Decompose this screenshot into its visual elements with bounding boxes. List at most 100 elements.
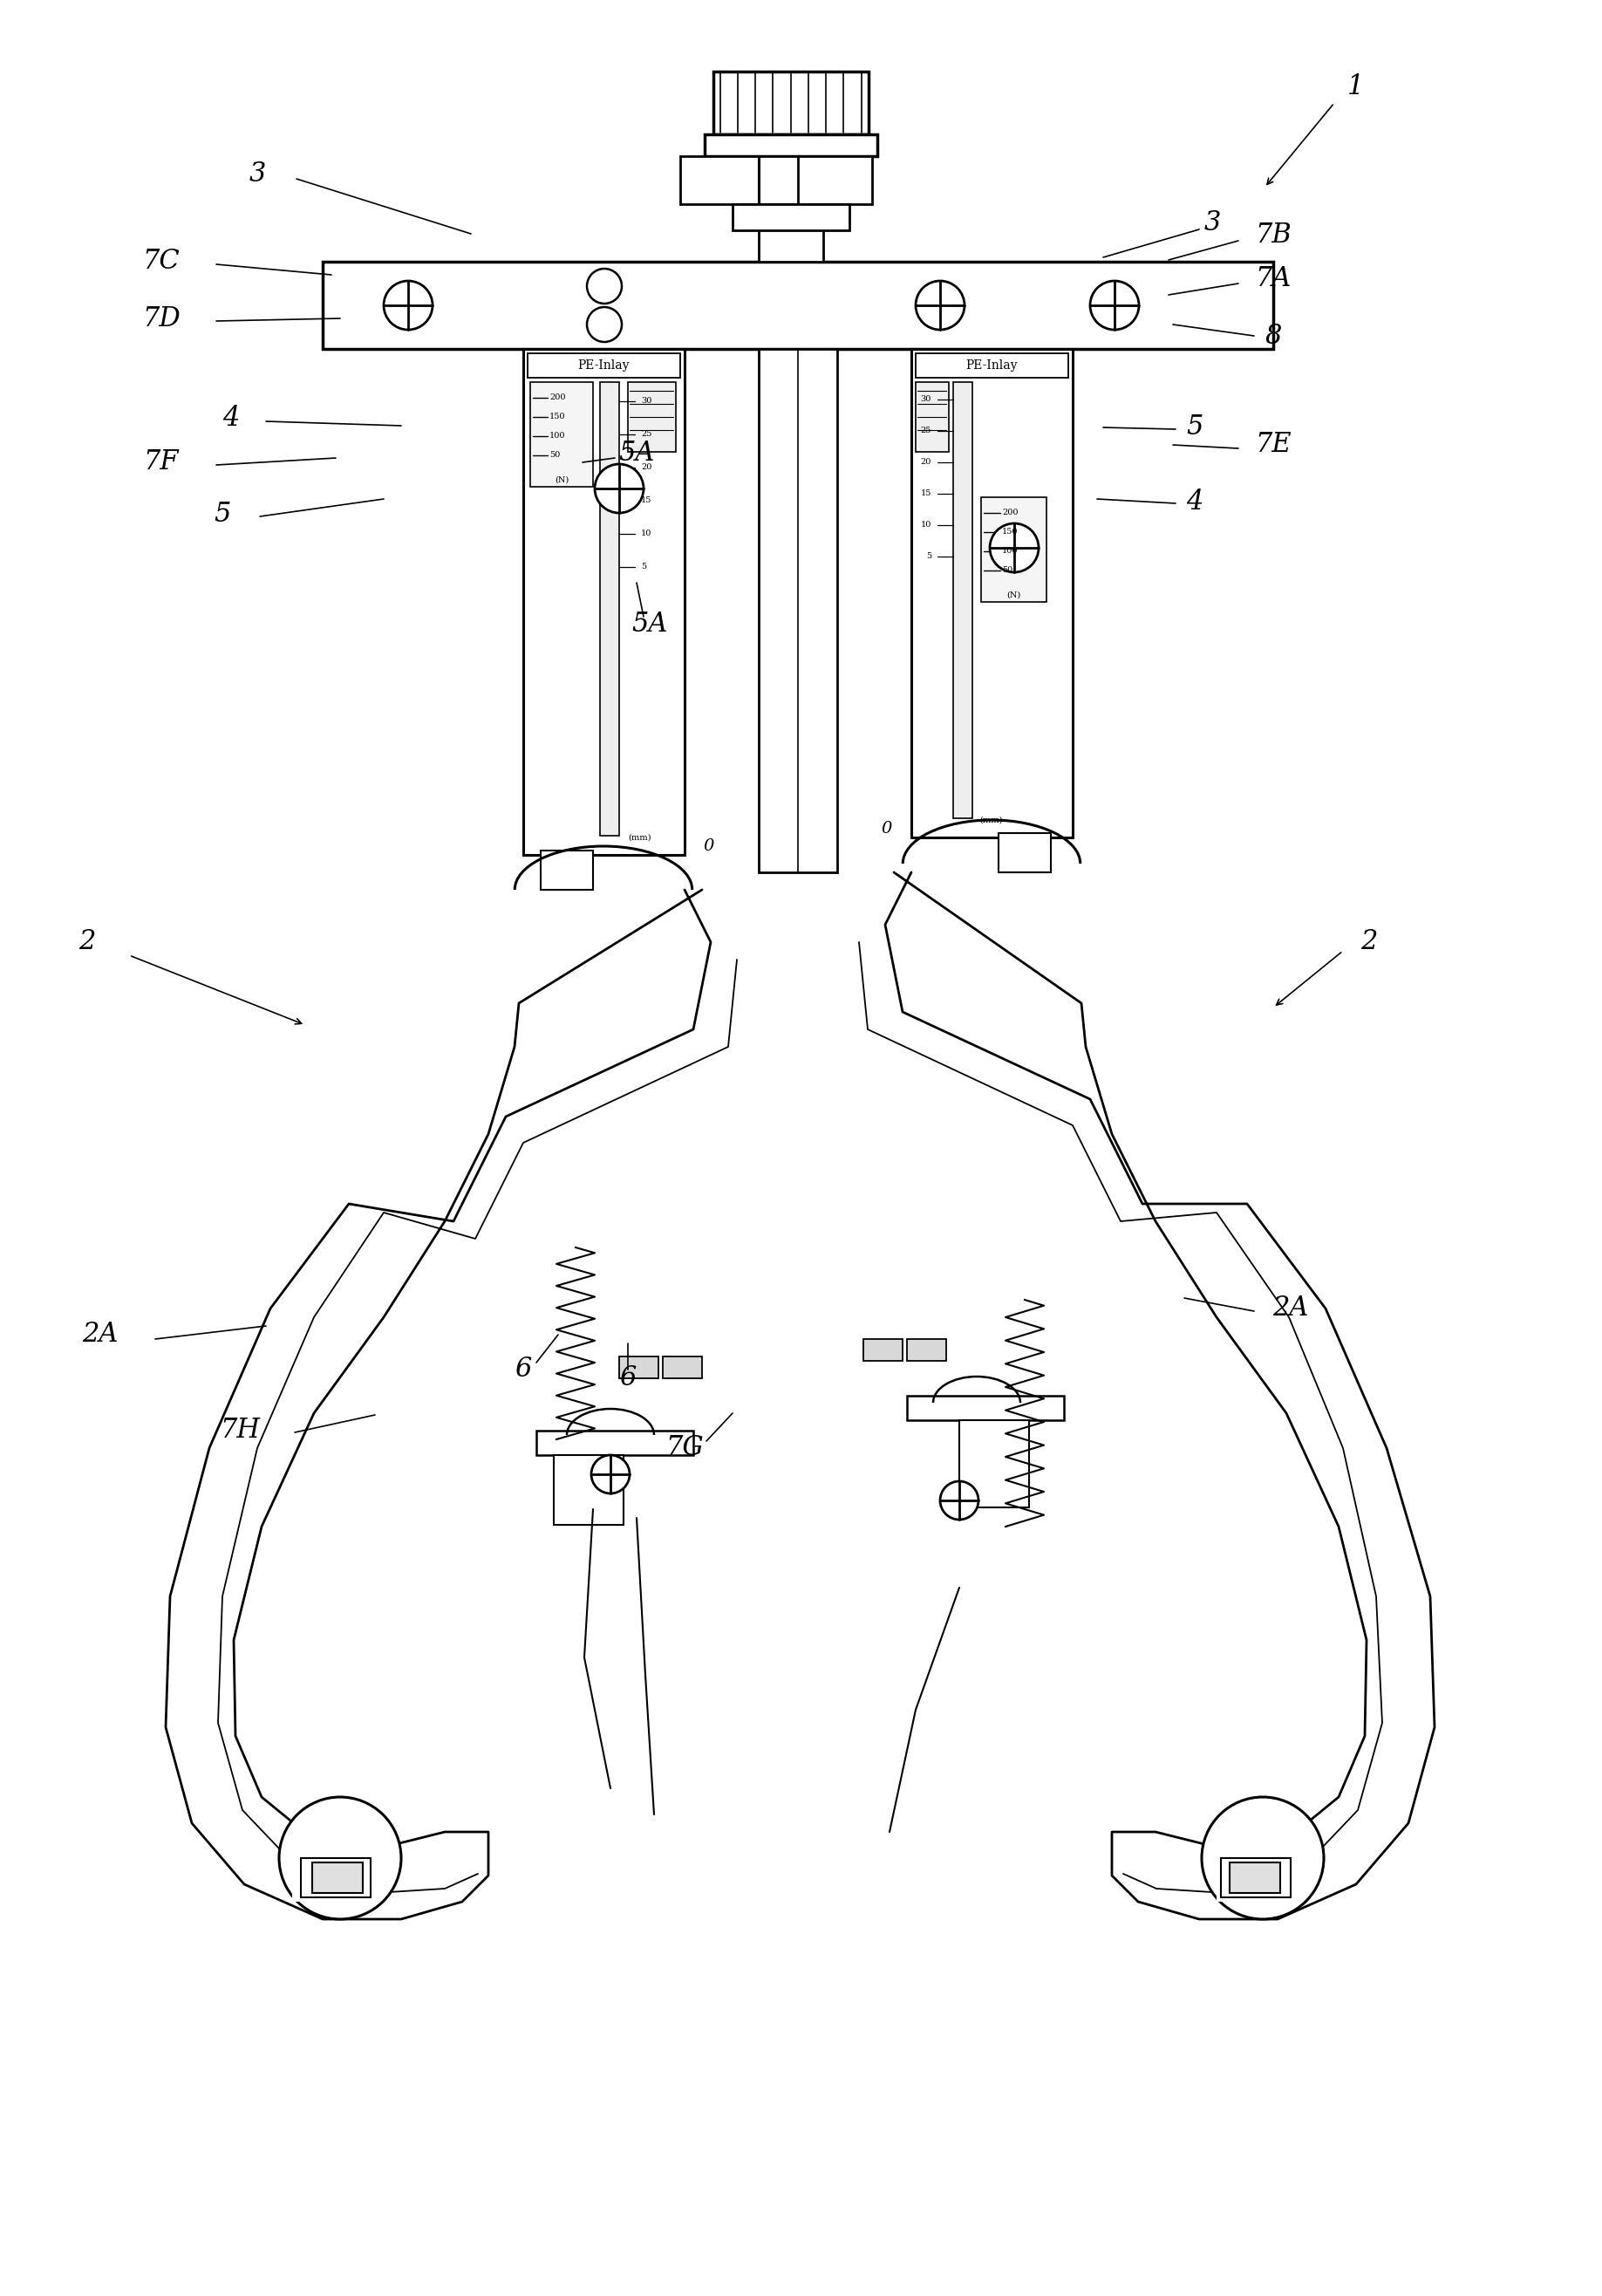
Bar: [537, 1430, 694, 1456]
Circle shape: [591, 1456, 630, 1492]
Bar: [322, 262, 1274, 349]
Circle shape: [940, 1481, 979, 1520]
Text: 5: 5: [215, 501, 231, 528]
Text: 2A: 2A: [82, 1320, 119, 1348]
Text: 10: 10: [641, 530, 652, 537]
Text: 7H: 7H: [219, 1417, 260, 1444]
Bar: [628, 381, 676, 452]
Text: 3: 3: [1203, 209, 1221, 236]
Text: 50: 50: [1001, 567, 1012, 574]
Bar: [916, 354, 1069, 379]
Bar: [759, 156, 823, 209]
Text: 2A: 2A: [1272, 1295, 1309, 1322]
Polygon shape: [165, 891, 711, 1919]
Circle shape: [916, 280, 964, 331]
Text: (N): (N): [554, 475, 569, 484]
Bar: [583, 349, 626, 388]
Text: 15: 15: [641, 496, 652, 505]
Text: 4: 4: [1187, 489, 1203, 514]
Text: 7C: 7C: [143, 248, 179, 276]
Text: 25: 25: [921, 427, 931, 434]
Text: 10: 10: [921, 521, 931, 528]
Bar: [663, 1357, 702, 1378]
Text: 100: 100: [1001, 546, 1019, 556]
Bar: [907, 1339, 947, 1362]
Text: (mm): (mm): [628, 833, 650, 840]
Bar: [713, 71, 868, 135]
Bar: [681, 156, 759, 204]
Text: 7F: 7F: [144, 448, 179, 475]
Text: 15: 15: [921, 489, 931, 498]
Text: 5: 5: [1187, 413, 1203, 441]
Bar: [798, 156, 871, 204]
Bar: [541, 850, 593, 891]
Bar: [960, 1421, 1028, 1508]
Bar: [907, 1396, 1064, 1421]
Circle shape: [586, 269, 622, 303]
Text: 3: 3: [248, 161, 266, 188]
Bar: [732, 204, 849, 230]
Polygon shape: [886, 872, 1434, 1919]
Bar: [705, 135, 878, 156]
Text: 20: 20: [921, 459, 931, 466]
Bar: [312, 1862, 362, 1892]
Text: PE-Inlay: PE-Inlay: [578, 360, 630, 372]
Text: PE-Inlay: PE-Inlay: [966, 360, 1017, 372]
Bar: [912, 349, 1073, 838]
Text: 20: 20: [641, 464, 652, 471]
Bar: [953, 381, 972, 817]
Bar: [618, 1357, 658, 1378]
Circle shape: [1202, 1798, 1323, 1919]
Bar: [863, 1339, 902, 1362]
Text: 1: 1: [1347, 73, 1365, 101]
Bar: [301, 1857, 370, 1896]
Text: 5: 5: [641, 563, 646, 572]
Text: 200: 200: [549, 395, 566, 402]
Bar: [292, 1848, 380, 1901]
Text: (N): (N): [1006, 590, 1020, 599]
Text: 5A: 5A: [618, 441, 655, 466]
Text: 4: 4: [223, 404, 240, 432]
Text: 2: 2: [78, 928, 96, 955]
Text: (mm): (mm): [980, 815, 1003, 824]
Bar: [916, 381, 948, 452]
Text: 7E: 7E: [1254, 432, 1291, 459]
Circle shape: [384, 280, 433, 331]
Text: 7G: 7G: [665, 1435, 703, 1463]
Bar: [530, 381, 593, 487]
Bar: [759, 349, 838, 872]
Text: 0: 0: [703, 838, 714, 854]
Text: 100: 100: [549, 432, 566, 441]
Text: 7B: 7B: [1254, 223, 1291, 248]
Text: 7A: 7A: [1256, 266, 1291, 292]
Text: 5: 5: [926, 553, 931, 560]
Text: 150: 150: [549, 413, 566, 420]
Circle shape: [1089, 280, 1139, 331]
Circle shape: [594, 464, 644, 512]
Text: 30: 30: [641, 397, 652, 404]
Text: 30: 30: [921, 395, 931, 404]
Text: 6: 6: [620, 1364, 636, 1391]
Text: 0: 0: [881, 822, 892, 836]
Bar: [601, 381, 618, 836]
Bar: [1221, 1857, 1291, 1896]
Bar: [554, 1456, 623, 1525]
Text: 6: 6: [514, 1357, 532, 1382]
Bar: [527, 354, 681, 379]
Bar: [1216, 1848, 1304, 1901]
Circle shape: [990, 523, 1038, 572]
Text: 150: 150: [1001, 528, 1019, 535]
Bar: [759, 204, 823, 262]
Text: 25: 25: [641, 432, 652, 439]
Text: 2: 2: [1360, 928, 1378, 955]
Text: 50: 50: [549, 452, 561, 459]
Text: 7D: 7D: [143, 305, 181, 333]
Bar: [998, 833, 1051, 872]
Text: 5A: 5A: [631, 611, 668, 638]
Circle shape: [279, 1798, 400, 1919]
Text: 8: 8: [1266, 321, 1282, 349]
Bar: [980, 498, 1046, 602]
Circle shape: [586, 308, 622, 342]
Bar: [524, 349, 684, 854]
Bar: [1230, 1862, 1280, 1892]
